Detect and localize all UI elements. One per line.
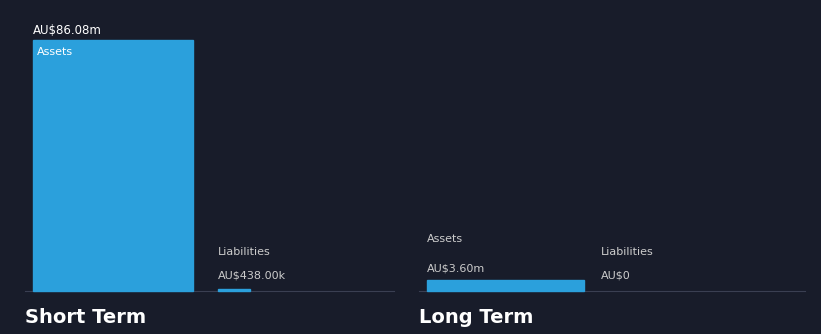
Text: AU$86.08m: AU$86.08m (33, 24, 102, 37)
Text: Long Term: Long Term (419, 308, 533, 327)
Text: Short Term: Short Term (25, 308, 146, 327)
Text: AU$0: AU$0 (601, 271, 631, 281)
Text: AU$438.00k: AU$438.00k (218, 271, 286, 281)
Bar (33, 40, 193, 291)
Text: AU$3.60m: AU$3.60m (427, 264, 485, 274)
Text: Assets: Assets (427, 234, 463, 244)
Text: Liabilities: Liabilities (218, 247, 270, 257)
Bar (218, 289, 250, 291)
Text: Assets: Assets (37, 47, 73, 57)
Text: Liabilities: Liabilities (601, 247, 654, 257)
Bar (427, 280, 585, 291)
